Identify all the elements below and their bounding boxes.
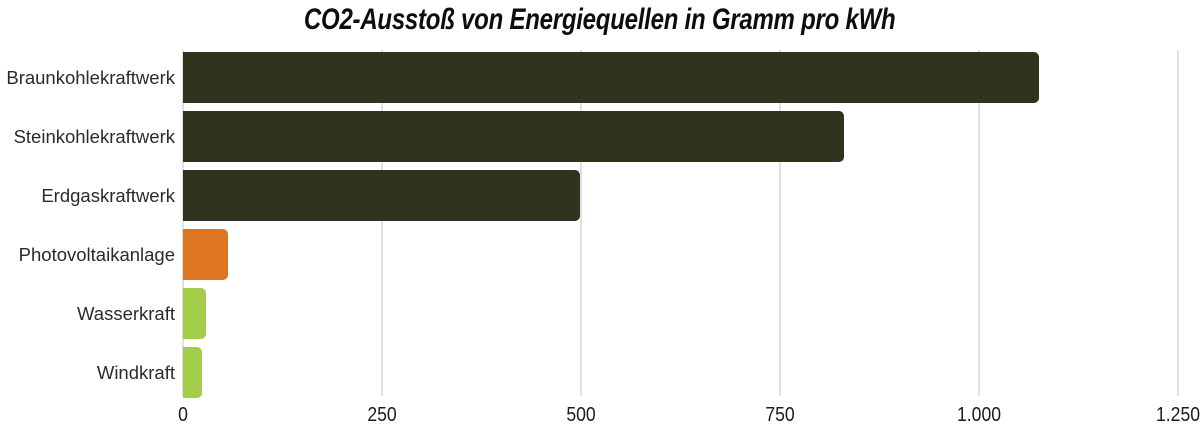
x-tick-label: 750	[765, 404, 795, 426]
gridline	[779, 50, 781, 396]
gridline	[978, 50, 980, 396]
category-label-photovoltaikanlage: Photovoltaikanlage	[18, 244, 175, 265]
category-label-windkraft: Windkraft	[96, 362, 175, 383]
chart-title-text: CO2-Ausstoß von Energiequellen in Gramm …	[304, 3, 896, 36]
bar-photovoltaikanlage	[183, 229, 228, 280]
category-label-steinkohlekraftwerk: Steinkohlekraftwerk	[13, 126, 175, 147]
x-axis: 0 250 500 750 1.000 1.250	[178, 404, 1200, 432]
y-axis-labels: Braunkohlekraftwerk Steinkohlekraftwerk Er…	[0, 50, 175, 396]
gridline	[381, 50, 383, 396]
bar-braunkohlekraftwerk	[183, 52, 1039, 103]
category-label-braunkohlekraftwerk: Braunkohlekraftwerk	[6, 67, 175, 88]
bar-wasserkraft	[183, 288, 207, 339]
bar-windkraft	[183, 347, 203, 398]
x-tick-label: 500	[566, 404, 596, 426]
bar-steinkohlekraftwerk	[183, 111, 844, 162]
plot-area	[182, 50, 1179, 398]
category-label-wasserkraft: Wasserkraft	[77, 303, 175, 324]
x-tick-label: 1.000	[956, 404, 1002, 426]
x-tick-label: 1.250	[1155, 404, 1200, 426]
x-tick-label: 250	[367, 404, 397, 426]
gridline	[1177, 50, 1179, 396]
bar-erdgaskraftwerk	[183, 170, 581, 221]
gridline	[580, 50, 582, 396]
x-tick-label: 0	[178, 404, 188, 426]
category-label-erdgaskraftwerk: Erdgaskraftwerk	[41, 185, 175, 206]
gridline	[182, 50, 184, 396]
chart-title: CO2-Ausstoß von Energiequellen in Gramm …	[0, 3, 1200, 37]
